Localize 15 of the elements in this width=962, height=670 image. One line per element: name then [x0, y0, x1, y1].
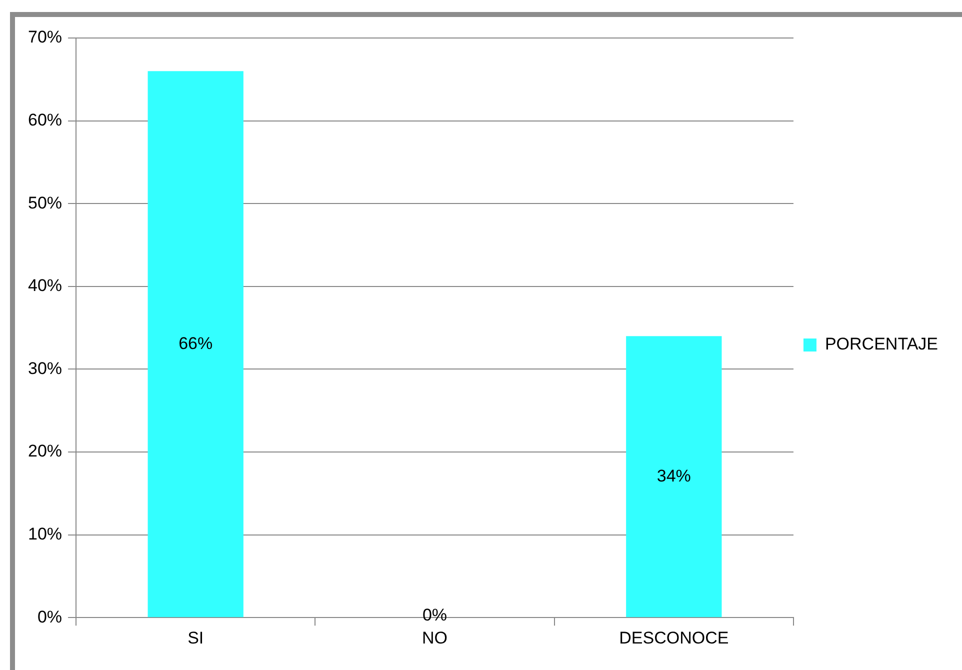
x-tick-label: SI	[188, 628, 204, 648]
y-tick-label: 40%	[28, 276, 62, 296]
x-tick-label: DESCONOCE	[619, 628, 729, 648]
y-tick-label: 0%	[37, 607, 62, 626]
data-label: 0%	[422, 605, 448, 624]
legend-label: PORCENTAJE	[824, 334, 938, 354]
y-tick-label: 30%	[28, 358, 62, 378]
y-tick-label: 70%	[28, 28, 62, 47]
y-tick-label: 60%	[28, 110, 62, 130]
x-tick-label: NO	[422, 628, 448, 648]
data-label: 66%	[178, 334, 213, 353]
y-tick-label: 50%	[28, 193, 62, 212]
y-tick-label: 10%	[28, 524, 62, 544]
y-tick-label: 20%	[28, 442, 62, 461]
data-label: 34%	[656, 466, 691, 486]
